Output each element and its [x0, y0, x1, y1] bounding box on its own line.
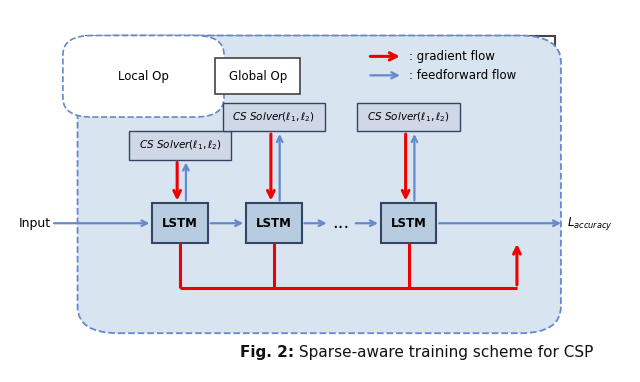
Bar	[357, 103, 460, 131]
FancyBboxPatch shape	[77, 36, 561, 333]
Bar	[246, 203, 301, 243]
Text: $CS\ Solver(\ell_1,\ell_2)$: $CS\ Solver(\ell_1,\ell_2)$	[232, 110, 315, 124]
Text: $L_{accuracy}$: $L_{accuracy}$	[567, 215, 612, 232]
Text: LSTM: LSTM	[256, 217, 292, 230]
Bar	[152, 203, 208, 243]
Text: ...: ...	[333, 214, 350, 232]
Bar	[223, 103, 325, 131]
Text: LSTM: LSTM	[390, 217, 426, 230]
FancyBboxPatch shape	[63, 36, 224, 117]
Bar	[381, 203, 436, 243]
Bar	[129, 131, 231, 160]
Bar	[215, 58, 300, 94]
Text: Local Op: Local Op	[118, 70, 169, 83]
Text: LSTM: LSTM	[162, 217, 198, 230]
Text: Sparse-aware training scheme for CSP: Sparse-aware training scheme for CSP	[294, 345, 594, 360]
Bar	[86, 36, 555, 314]
Text: Global Op: Global Op	[228, 70, 287, 83]
Text: $CS\ Solver(\ell_1,\ell_2)$: $CS\ Solver(\ell_1,\ell_2)$	[139, 139, 221, 152]
Text: Input: Input	[19, 217, 51, 230]
Text: : gradient flow: : gradient flow	[408, 50, 495, 63]
Text: Fig. 2:: Fig. 2:	[240, 345, 294, 360]
Text: : feedforward flow: : feedforward flow	[408, 69, 516, 82]
Text: $CS\ Solver(\ell_1,\ell_2)$: $CS\ Solver(\ell_1,\ell_2)$	[367, 110, 450, 124]
